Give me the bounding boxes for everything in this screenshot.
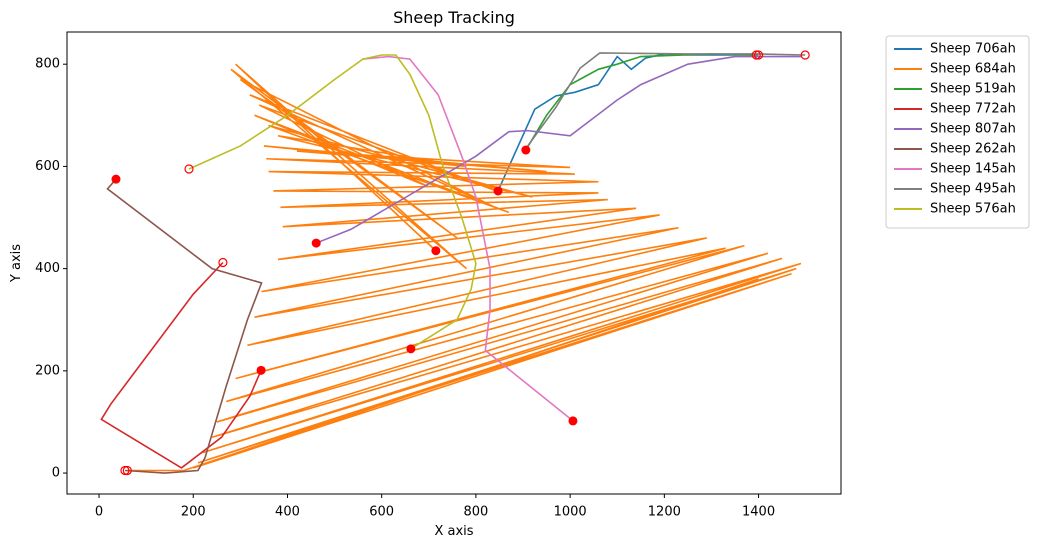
series-line — [315, 55, 801, 244]
x-tick-label: 600 — [369, 505, 394, 520]
chart-title: Sheep Tracking — [393, 8, 515, 27]
start-marker — [431, 246, 441, 256]
legend-label: Sheep 576ah — [930, 202, 1016, 217]
x-tick-label: 0 — [95, 505, 103, 520]
x-tick-label: 1200 — [648, 505, 681, 520]
legend-label: Sheep 495ah — [930, 182, 1016, 197]
series-line — [106, 178, 263, 474]
end-marker — [184, 164, 194, 174]
series-line — [100, 261, 262, 469]
end-marker — [218, 257, 228, 268]
y-tick-label: 0 — [52, 466, 60, 481]
start-marker — [311, 238, 321, 248]
start-marker — [521, 145, 531, 155]
legend-label: Sheep 145ah — [930, 162, 1016, 177]
series-line — [362, 55, 574, 422]
x-axis-label: X axis — [434, 524, 473, 539]
x-tick-label: 200 — [181, 505, 206, 520]
start-marker — [256, 365, 266, 375]
x-tick-label: 1000 — [554, 505, 587, 520]
x-tick-label: 400 — [275, 505, 300, 520]
y-tick-label: 400 — [35, 261, 60, 276]
y-tick-label: 200 — [35, 363, 60, 378]
legend-label: Sheep 519ah — [930, 82, 1016, 97]
legend-label: Sheep 262ah — [930, 142, 1016, 157]
x-tick-label: 800 — [463, 505, 488, 520]
series-line — [127, 63, 802, 472]
y-tick-label: 600 — [35, 159, 60, 174]
end-marker — [122, 465, 132, 476]
legend-label: Sheep 772ah — [930, 102, 1016, 117]
end-marker — [120, 465, 130, 476]
start-marker — [568, 416, 578, 426]
series-line — [527, 52, 806, 147]
y-tick-label: 800 — [35, 57, 60, 72]
legend-label: Sheep 684ah — [930, 62, 1016, 77]
end-marker — [753, 50, 764, 60]
legend-label: Sheep 706ah — [930, 42, 1016, 57]
start-marker — [406, 344, 416, 354]
start-marker — [493, 186, 503, 196]
legend-label: Sheep 807ah — [930, 122, 1016, 137]
x-tick-label: 1400 — [742, 505, 775, 520]
start-marker — [111, 174, 121, 184]
end-marker — [800, 50, 810, 60]
legend-box — [885, 35, 1030, 229]
plot-frame — [66, 31, 842, 495]
end-marker — [751, 50, 761, 60]
y-axis-label: Y axis — [9, 244, 24, 283]
series-line — [525, 53, 757, 151]
series-line — [188, 54, 477, 350]
